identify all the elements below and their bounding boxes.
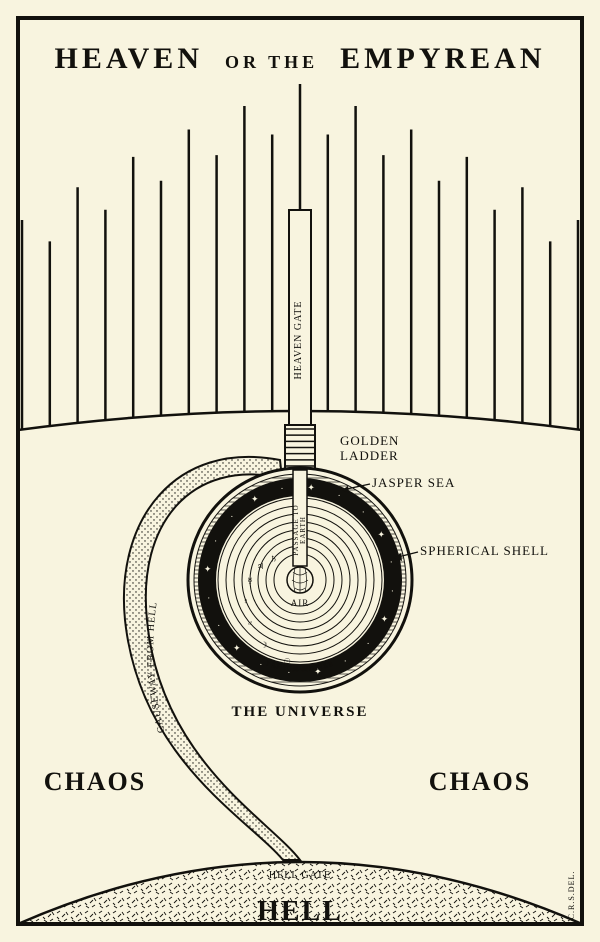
- svg-text:☿: ☿: [248, 577, 253, 586]
- svg-text:·: ·: [391, 586, 394, 596]
- passage-label-2: EARTH: [299, 516, 307, 544]
- signature: C.R.S.DEL.: [567, 871, 576, 920]
- universe: ✦··✦··✦··✦··✦··✦··✦· ☉☽♂♀☿♃♄ CRYSTALLINE…: [188, 468, 412, 692]
- title-heaven: HEAVEN: [55, 42, 203, 75]
- title-empyrean: EMPYREAN: [340, 42, 545, 75]
- hell-gate-label: HELL GATE: [269, 870, 331, 881]
- heaven-gate-label: HEAVEN GATE: [293, 301, 304, 380]
- title-or-the: OR THE: [225, 52, 318, 72]
- svg-text:·: ·: [207, 593, 210, 603]
- svg-text:✦: ✦: [251, 494, 259, 504]
- svg-text:✦: ✦: [204, 564, 212, 574]
- chaos-right: CHAOS: [429, 767, 531, 796]
- svg-text:✦: ✦: [233, 643, 241, 653]
- svg-text:·: ·: [362, 507, 365, 517]
- air-label: AIR: [291, 598, 310, 608]
- heaven-gate-column: HEAVEN GATE: [289, 210, 311, 435]
- svg-text:♄: ♄: [270, 554, 277, 563]
- svg-text:♂: ♂: [247, 619, 253, 628]
- svg-text:✦: ✦: [307, 483, 315, 493]
- chaos-left: CHAOS: [44, 767, 146, 796]
- svg-text:✦: ✦: [381, 614, 389, 624]
- svg-text:·: ·: [281, 484, 284, 494]
- svg-text:♃: ♃: [257, 562, 264, 571]
- svg-text:·: ·: [230, 512, 233, 522]
- svg-text:JASPER SEA: JASPER SEA: [372, 475, 455, 490]
- svg-text:✦: ✦: [377, 530, 385, 540]
- svg-text:·: ·: [217, 620, 220, 630]
- golden-ladder-label-2: LADDER: [340, 448, 399, 463]
- svg-text:SPHERICAL SHELL: SPHERICAL SHELL: [420, 543, 549, 558]
- svg-text:☽: ☽: [260, 641, 267, 650]
- svg-text:·: ·: [259, 659, 262, 669]
- golden-ladder-label-1: GOLDEN: [340, 433, 399, 448]
- svg-text:·: ·: [367, 638, 370, 648]
- svg-text:·: ·: [338, 491, 341, 501]
- diagram-svg: CAUSEWAY FROM HELL HEAVEN GATE GOLDEN LA…: [0, 0, 600, 942]
- universe-label: THE UNIVERSE: [232, 704, 369, 720]
- svg-text:♀: ♀: [243, 597, 249, 606]
- svg-text:·: ·: [344, 656, 347, 666]
- svg-text:·: ·: [214, 536, 217, 546]
- svg-text:·: ·: [390, 557, 393, 567]
- cosmology-diagram: CAUSEWAY FROM HELL HEAVEN GATE GOLDEN LA…: [0, 0, 600, 942]
